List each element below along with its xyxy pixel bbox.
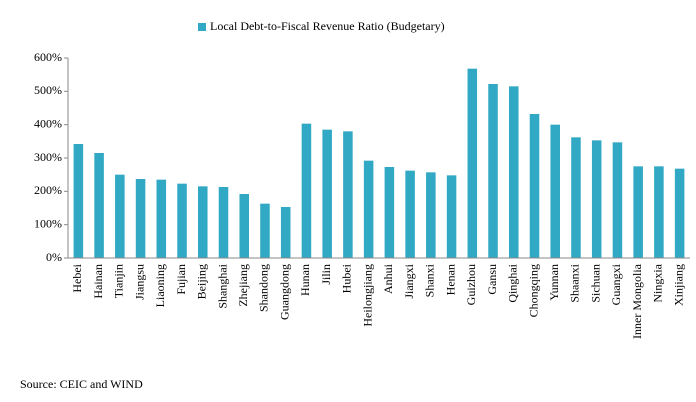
x-tick-label: Hebei (70, 263, 84, 292)
x-tick-label: Guizhou (464, 264, 478, 305)
x-tick-label: Gansu (485, 264, 499, 295)
x-tick-label: Hubei (340, 263, 354, 293)
x-tick-label: Tianjin (112, 264, 126, 298)
bar (363, 160, 374, 258)
y-tick-label: 300% (34, 150, 62, 164)
legend-label: Local Debt-to-Fiscal Revenue Ratio (Budg… (210, 19, 445, 33)
bar (239, 194, 250, 258)
x-tick-label: Hunan (298, 264, 312, 296)
bar (343, 131, 353, 258)
bar (571, 137, 581, 258)
x-tick-label: Guangxi (609, 263, 623, 305)
x-tick-label: Ningxia (651, 263, 665, 302)
x-tick-label: Fujian (174, 264, 188, 295)
bar (550, 124, 561, 259)
y-tick-label: 500% (34, 83, 62, 97)
bar (384, 167, 395, 258)
bar (467, 68, 478, 259)
x-tick-label: Shaanxi (568, 263, 582, 302)
x-tick-label: Chongqing (526, 264, 540, 317)
x-tick-label: Qinghai (506, 263, 520, 302)
bar (197, 186, 208, 258)
bar (633, 166, 643, 258)
bar (446, 175, 457, 258)
y-tick-label: 0% (46, 250, 62, 264)
bar (177, 183, 187, 258)
y-tick-label: 400% (34, 116, 62, 130)
bar (94, 153, 104, 258)
bar (529, 114, 540, 258)
x-tick-label: Zhejiang (236, 264, 250, 307)
x-tick-label: Anhui (381, 263, 395, 294)
source-note: Source: CEIC and WIND (20, 377, 143, 391)
legend-swatch (198, 23, 206, 31)
y-tick-label: 100% (34, 216, 62, 230)
bar (612, 142, 623, 258)
bar (508, 86, 519, 258)
x-tick-label: Jiangsu (132, 264, 146, 300)
bar (591, 140, 602, 258)
bar (135, 179, 146, 258)
x-tick-label: Yunnan (547, 264, 561, 301)
x-tick-label: Jilin (319, 264, 333, 285)
bar (115, 174, 125, 258)
x-tick-label: Inner Mongolia (630, 263, 644, 339)
bar (280, 207, 291, 258)
bar (488, 84, 498, 258)
bar (218, 187, 229, 258)
x-tick-label: Jiangxi (402, 263, 416, 298)
bar (674, 168, 685, 258)
x-tick-label: Shanxi (423, 263, 437, 297)
bar (426, 172, 436, 258)
x-tick-label: Beijing (195, 264, 209, 299)
x-tick-label: Henan (443, 264, 457, 295)
y-tick-label: 200% (34, 183, 62, 197)
x-tick-label: Heilongjiang (360, 264, 374, 327)
x-tick-label: Sichuan (588, 264, 602, 303)
bar (322, 129, 332, 258)
bar (405, 170, 415, 258)
y-tick-label: 600% (34, 50, 62, 64)
bar (260, 203, 270, 258)
x-tick-label: Liaoning (153, 264, 167, 307)
x-tick-label: Hainan (91, 264, 105, 299)
x-tick-label: Xinjiang (671, 264, 685, 306)
bar (73, 144, 84, 258)
bar (301, 123, 312, 259)
x-tick-label: Shandong (257, 264, 271, 312)
x-tick-label: Shanghai (215, 263, 229, 308)
bar (654, 166, 664, 258)
bar (156, 179, 167, 258)
x-tick-label: Guangdong (277, 264, 291, 320)
